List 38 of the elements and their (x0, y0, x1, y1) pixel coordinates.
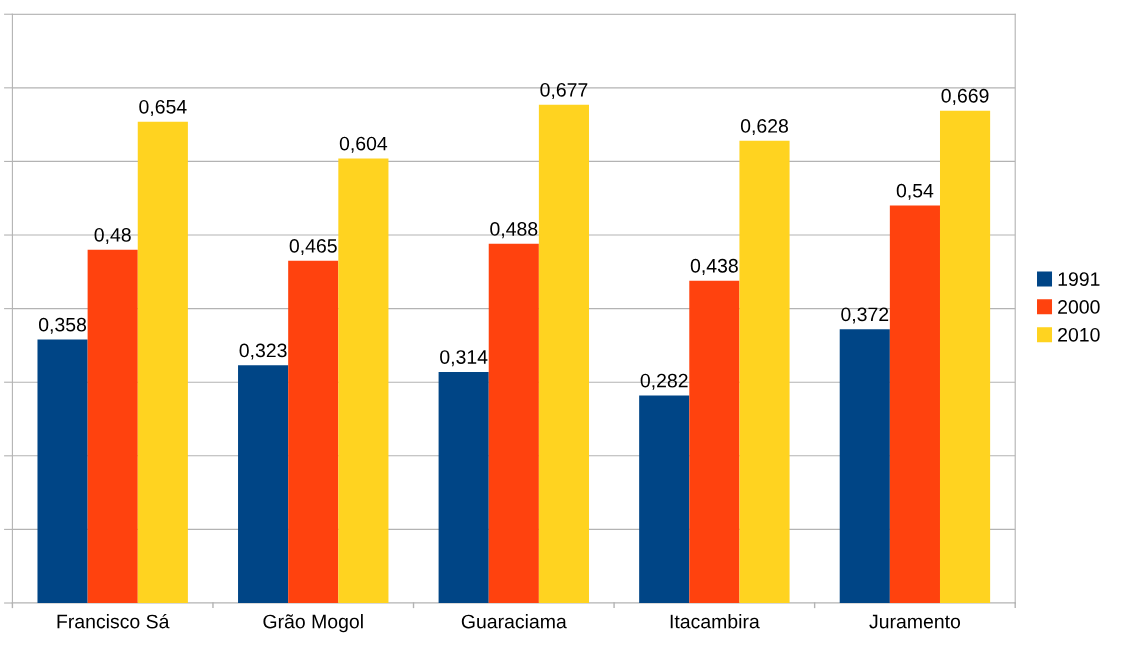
data-label: 0,372 (841, 307, 889, 324)
data-label: 0,358 (38, 317, 87, 334)
bar (639, 395, 690, 603)
data-label: 0,465 (289, 239, 337, 256)
legend-label: 1991 (1058, 272, 1100, 286)
x-tick-label: Juramento (869, 614, 961, 629)
data-label: 0,677 (540, 82, 588, 100)
bar (87, 249, 138, 603)
bar (37, 339, 88, 603)
bar (689, 280, 740, 603)
bar (338, 158, 389, 603)
bar (438, 371, 489, 603)
bar (488, 243, 539, 603)
data-label: 0,669 (941, 88, 989, 105)
data-label: 0,282 (640, 373, 688, 390)
data-label: 0,438 (690, 258, 738, 275)
legend-label: 2000 (1058, 300, 1100, 314)
data-label: 0,48 (94, 227, 131, 245)
data-label: 0,314 (440, 350, 488, 367)
x-tick-label: Guaraciama (461, 614, 567, 629)
data-label: 0,628 (740, 119, 788, 136)
bar (839, 329, 890, 603)
data-label: 0,604 (339, 136, 388, 153)
bar (288, 260, 339, 603)
x-tick-label: Itacambira (670, 614, 760, 629)
x-tick-label: Francisco Sá (57, 613, 170, 629)
bar (889, 205, 940, 603)
bar (939, 110, 991, 603)
bar (238, 365, 289, 603)
data-label: 0,654 (139, 99, 187, 116)
legend-label: 2010 (1058, 327, 1100, 342)
data-label: 0,54 (896, 183, 934, 200)
data-label: 0,323 (239, 343, 287, 360)
bar (538, 104, 590, 603)
x-tick-label: Grão Mogol (263, 614, 363, 633)
data-label: 0,488 (490, 222, 538, 239)
bar (137, 121, 188, 603)
bar (739, 140, 790, 603)
